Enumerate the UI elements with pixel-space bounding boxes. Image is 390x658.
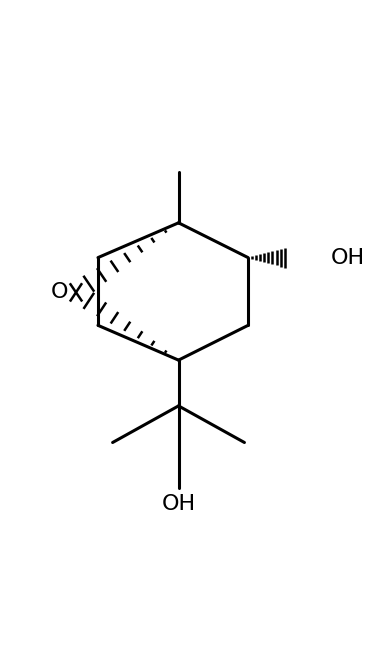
Text: OH: OH <box>161 494 196 514</box>
Text: OH: OH <box>330 247 365 268</box>
Text: O: O <box>51 282 68 303</box>
